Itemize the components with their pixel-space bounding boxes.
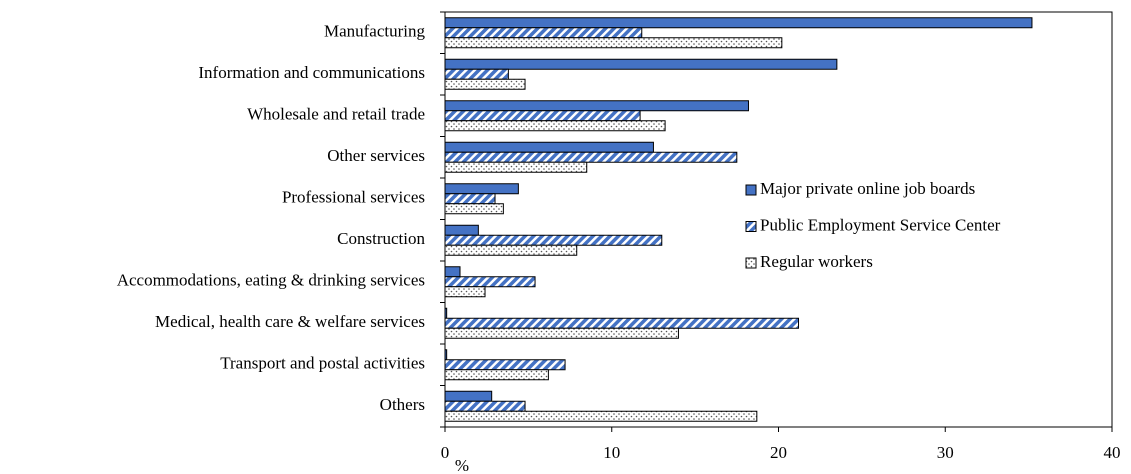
bar bbox=[444, 183, 519, 195]
y-tick-label: Manufacturing bbox=[324, 22, 426, 41]
legend-swatch bbox=[745, 184, 757, 196]
x-axis-label: % bbox=[455, 456, 469, 474]
bar bbox=[444, 37, 783, 49]
x-tick-label: 0 bbox=[441, 443, 450, 462]
bar bbox=[444, 151, 738, 163]
legend-swatch bbox=[745, 221, 757, 232]
x-tick-label: 40 bbox=[1104, 443, 1121, 462]
bar bbox=[444, 78, 526, 90]
bar bbox=[444, 141, 654, 153]
bar bbox=[444, 307, 448, 319]
x-tick-label: 20 bbox=[770, 443, 787, 462]
legend-swatch bbox=[745, 257, 757, 269]
legend-label: Major private online job boards bbox=[760, 179, 975, 198]
y-tick-label: Wholesale and retail trade bbox=[247, 105, 425, 124]
bar bbox=[444, 266, 461, 278]
bar bbox=[444, 110, 641, 122]
bar bbox=[444, 349, 448, 361]
bar bbox=[444, 286, 486, 298]
bar bbox=[444, 68, 509, 80]
bar bbox=[444, 193, 496, 205]
bar bbox=[444, 120, 666, 132]
y-tick-label: Other services bbox=[327, 146, 425, 165]
x-tick-label: 10 bbox=[603, 443, 620, 462]
bar bbox=[444, 234, 663, 246]
bar bbox=[444, 327, 679, 339]
bar bbox=[444, 203, 504, 215]
y-tick-label: Medical, health care & welfare services bbox=[155, 312, 425, 331]
legend-label: Regular workers bbox=[760, 252, 873, 271]
y-tick-label: Others bbox=[380, 395, 425, 414]
bar bbox=[444, 359, 566, 371]
bar bbox=[444, 244, 578, 256]
y-tick-label: Transport and postal activities bbox=[220, 354, 425, 373]
x-tick-label: 30 bbox=[937, 443, 954, 462]
legend-label: Public Employment Service Center bbox=[760, 215, 1001, 234]
bar bbox=[444, 369, 549, 381]
y-tick-label: Accommodations, eating & drinking servic… bbox=[117, 271, 425, 290]
bar bbox=[444, 27, 643, 39]
bar bbox=[444, 58, 838, 70]
bar bbox=[444, 276, 536, 288]
bar bbox=[444, 400, 526, 412]
y-tick-label: Professional services bbox=[282, 188, 425, 207]
bar bbox=[444, 390, 493, 402]
y-tick-label: Information and communications bbox=[198, 63, 425, 82]
bar bbox=[444, 161, 588, 173]
y-tick-label: Construction bbox=[337, 229, 425, 248]
bar bbox=[444, 17, 1033, 29]
bar bbox=[444, 100, 749, 112]
bar bbox=[444, 224, 479, 236]
bar bbox=[444, 317, 800, 329]
bar bbox=[444, 410, 758, 422]
